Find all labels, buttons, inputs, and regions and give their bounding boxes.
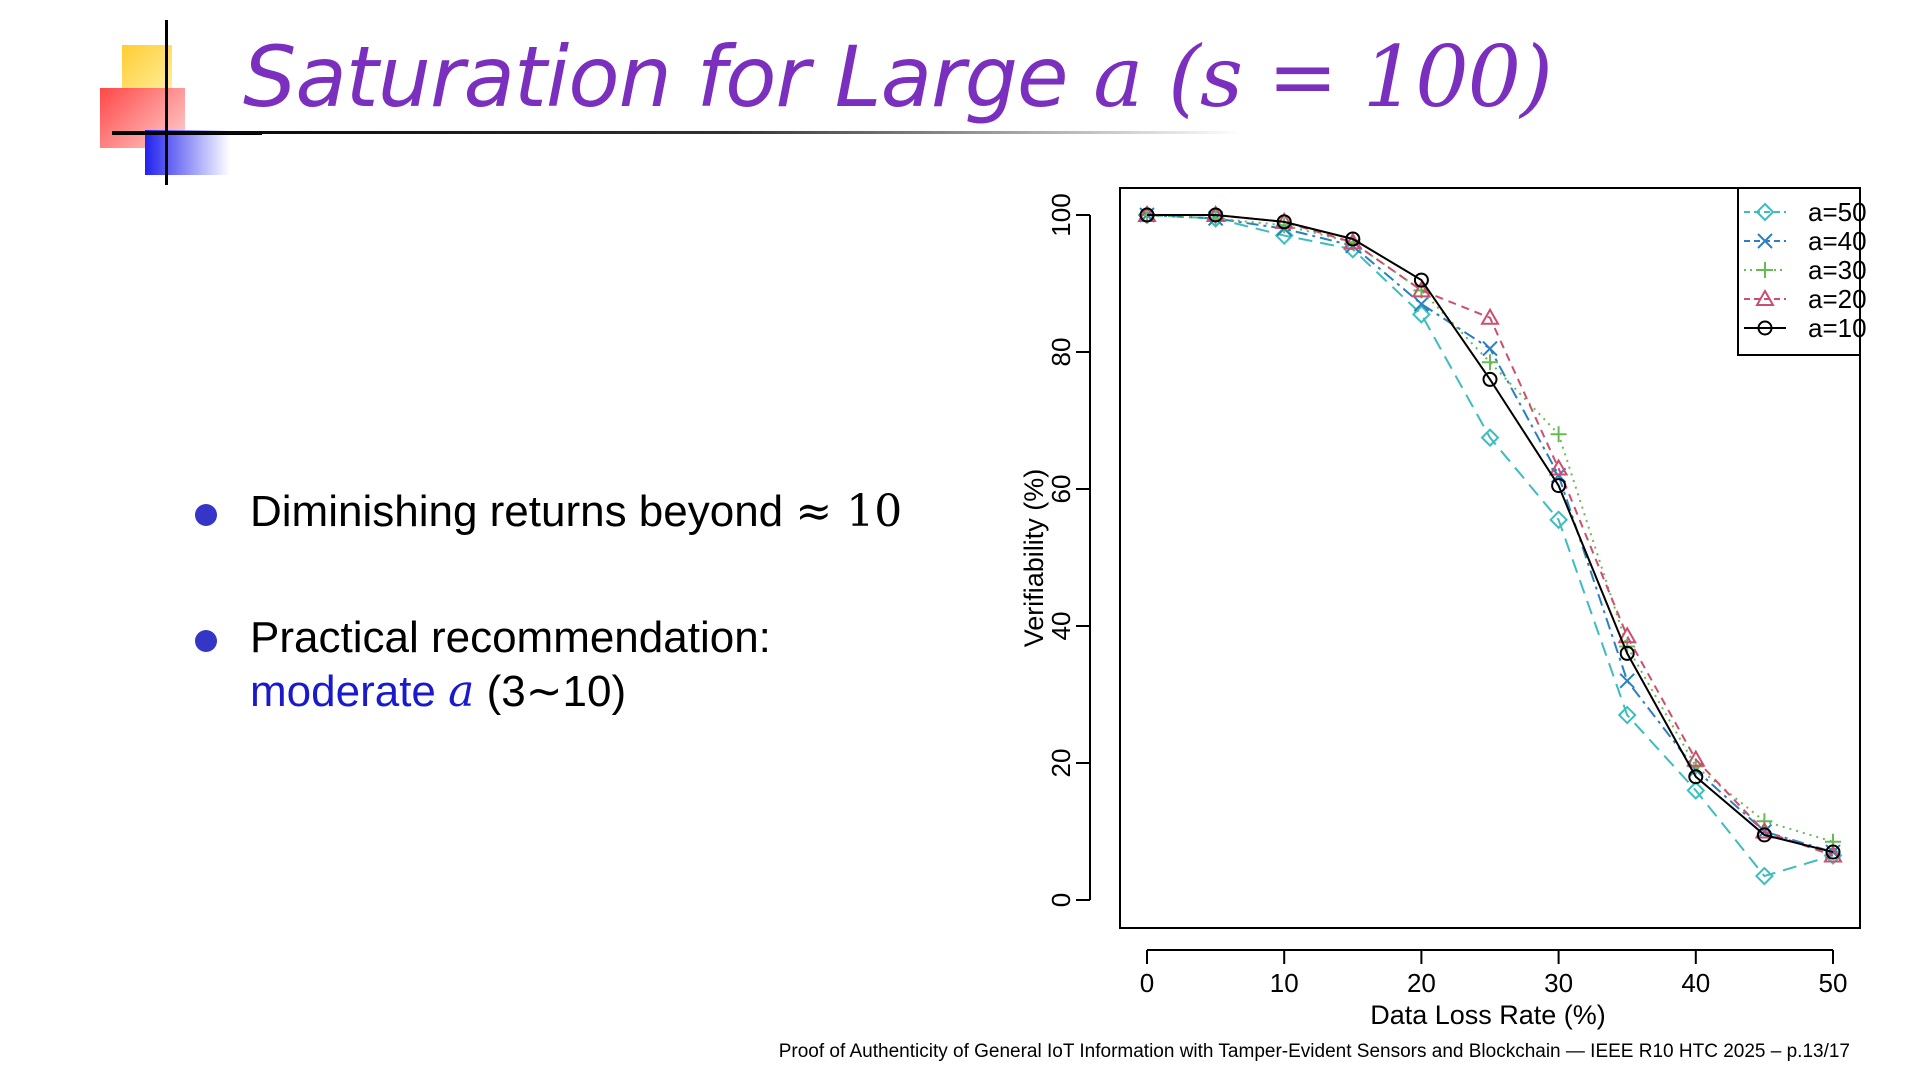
bullet-2-tail: (3∼10)	[474, 667, 627, 716]
slide-footer: Proof of Authenticity of General IoT Inf…	[778, 1041, 1850, 1062]
legend-marker	[1757, 262, 1773, 278]
title-math-paren: (s = 100)	[1142, 28, 1553, 126]
data-point	[1411, 304, 1431, 324]
data-point	[1549, 510, 1569, 530]
y-tick-label: 40	[1046, 612, 1076, 641]
title-rule	[112, 131, 1242, 134]
bullet-item-1: Diminishing returns beyond ≈ 10	[195, 485, 955, 539]
legend-entry: a=50	[1744, 197, 1867, 227]
legend-entry: a=10	[1744, 313, 1867, 343]
bullet-1-math: ≈ 10	[795, 486, 903, 537]
verifiability-chart: 0 10 20 30 40 50 0 20 40 60 80 100 a=50a=40a=30a=2…	[1019, 187, 1867, 1030]
legend-label: a=40	[1808, 226, 1867, 256]
bullet-dot-icon	[195, 504, 217, 526]
series-a-40	[1139, 207, 1841, 860]
data-point	[1825, 844, 1841, 860]
data-point	[1688, 769, 1704, 785]
legend-label: a=30	[1808, 255, 1867, 285]
y-tick-label: 0	[1046, 893, 1076, 907]
data-point	[1482, 340, 1498, 357]
data-point	[1756, 827, 1772, 843]
series-a-30	[1139, 207, 1841, 850]
legend-marker	[1755, 202, 1775, 222]
data-point	[1550, 426, 1567, 443]
legend-marker	[1757, 320, 1773, 336]
data-point	[1482, 371, 1498, 387]
data-point	[1617, 705, 1637, 725]
legend-entry: a=20	[1744, 284, 1867, 314]
chart-legend: a=50a=40a=30a=20a=10	[1737, 187, 1867, 356]
data-point	[1756, 813, 1773, 830]
x-tick-label: 30	[1544, 968, 1573, 998]
slide-title: Saturation for Large a (s = 100)	[243, 28, 1553, 126]
bullet-1-text: Diminishing returns beyond	[250, 487, 796, 536]
data-point	[1482, 354, 1498, 371]
series-a-20	[1137, 204, 1843, 863]
x-tick-label: 10	[1270, 968, 1299, 998]
bullet-2-text: Practical recommendation:	[250, 613, 771, 662]
data-point	[1411, 280, 1432, 298]
data-point	[1480, 428, 1500, 448]
legend-label: a=10	[1808, 313, 1867, 343]
y-tick-label: 100	[1046, 193, 1076, 236]
bullet-2-highlight: moderate	[250, 667, 449, 716]
series-line	[1147, 214, 1834, 854]
legend-label: a=50	[1808, 197, 1867, 227]
slide-logo	[100, 20, 262, 185]
legend-marker	[1755, 288, 1775, 306]
data-point	[1413, 272, 1429, 288]
series-a-10	[1139, 207, 1841, 860]
x-axis: 0 10 20 30 40 50	[1140, 949, 1848, 998]
data-point	[1548, 458, 1569, 476]
data-point	[1754, 866, 1774, 886]
legend-label: a=20	[1808, 284, 1867, 314]
x-tick-label: 50	[1819, 968, 1848, 998]
y-axis: 0 20 40 60 80 100	[1046, 193, 1091, 907]
series-line	[1146, 214, 1834, 878]
data-point	[1345, 231, 1361, 247]
data-point	[1619, 673, 1635, 689]
legend-entry: a=30	[1744, 255, 1867, 285]
data-point	[1619, 645, 1635, 661]
bullet-item-2: Practical recommendation: moderate a (3∼…	[195, 611, 955, 719]
x-axis-label: Data Loss Rate (%)	[1370, 1000, 1606, 1030]
x-tick-label: 0	[1140, 968, 1154, 998]
y-axis-label: Verifiability (%)	[1019, 469, 1049, 648]
bullet-2-math-var: a	[448, 666, 475, 717]
x-tick-label: 20	[1407, 968, 1436, 998]
bullet-list: Diminishing returns beyond ≈ 10 Practica…	[195, 485, 955, 791]
y-tick-label: 60	[1046, 475, 1076, 504]
legend-marker	[1757, 233, 1773, 249]
data-point	[1139, 207, 1155, 223]
data-point	[1480, 307, 1500, 325]
data-point	[1413, 296, 1430, 312]
data-point	[1551, 478, 1567, 494]
y-tick-label: 80	[1046, 338, 1076, 367]
x-tick-label: 40	[1681, 968, 1710, 998]
data-point	[1617, 626, 1637, 644]
series-layer	[1137, 204, 1843, 886]
data-point	[1823, 845, 1843, 863]
data-point	[1208, 207, 1224, 223]
plot-frame	[1119, 187, 1861, 929]
title-math-a: a	[1093, 28, 1143, 126]
data-point	[1276, 214, 1292, 230]
title-text: Saturation for Large	[243, 28, 1094, 126]
bullet-dot-icon	[195, 630, 217, 652]
data-point	[1686, 749, 1706, 767]
legend-entry: a=40	[1744, 226, 1867, 256]
data-point	[1686, 780, 1706, 800]
data-point	[1823, 846, 1843, 865]
y-tick-label: 20	[1046, 749, 1076, 778]
